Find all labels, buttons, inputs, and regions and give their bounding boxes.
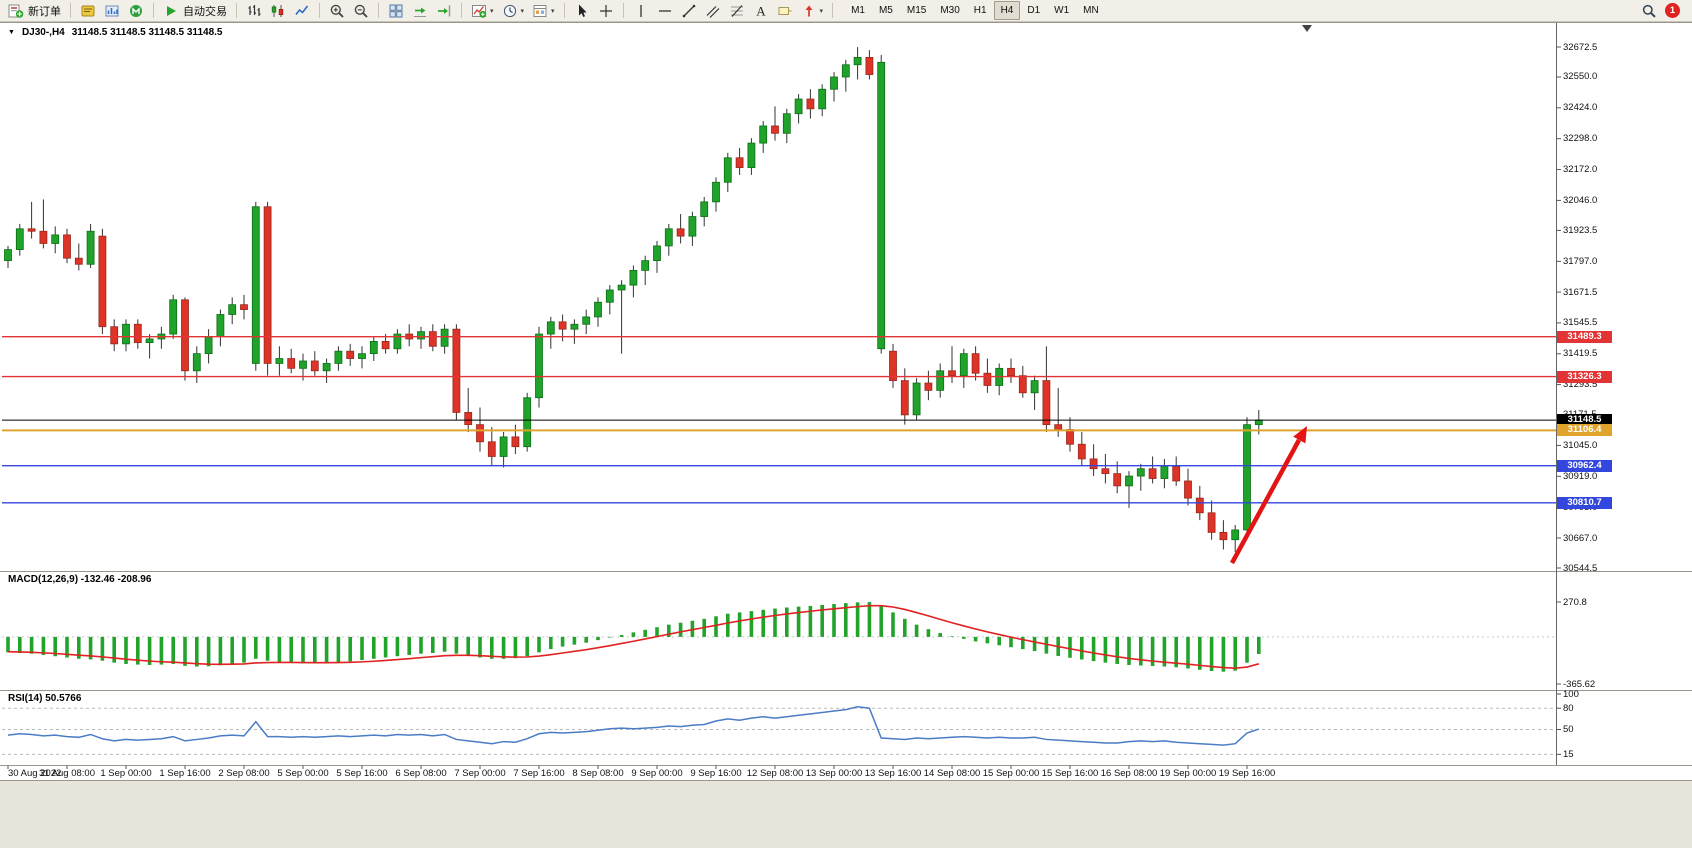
indicators-button[interactable]: ▾ bbox=[468, 1, 497, 21]
templates-button[interactable]: ▾ bbox=[529, 1, 558, 21]
chart-shift-icon bbox=[438, 5, 451, 16]
toolbar-separator bbox=[378, 3, 379, 18]
macd-signal-line bbox=[7, 604, 1260, 670]
autotrading-icon bbox=[167, 5, 176, 16]
toolbar-separator bbox=[70, 3, 71, 18]
strategy-tester-icon bbox=[105, 5, 119, 16]
fibonacci-button[interactable] bbox=[726, 1, 748, 21]
equidistant-channel-icon bbox=[706, 5, 719, 18]
macd-histogram bbox=[6, 602, 1261, 672]
timeframe-M5[interactable]: M5 bbox=[878, 5, 893, 16]
text-label-icon bbox=[778, 6, 792, 15]
candles-layer bbox=[4, 47, 1263, 552]
toolbar-separator bbox=[832, 3, 834, 18]
indicators-dropdown-caret[interactable]: ▾ bbox=[490, 7, 494, 15]
vertical-line-icon bbox=[639, 4, 642, 17]
templates-icon bbox=[533, 4, 547, 17]
periods-dropdown-caret[interactable]: ▾ bbox=[520, 7, 525, 15]
auto-scroll-icon bbox=[414, 7, 426, 17]
candlestick-chart-button[interactable] bbox=[267, 1, 289, 21]
toolbar-separator bbox=[461, 3, 462, 18]
metaeditor-icon bbox=[81, 5, 95, 16]
bar-chart-button[interactable] bbox=[243, 1, 265, 21]
new-order-label: 新订单 bbox=[28, 5, 61, 18]
trendline-button[interactable] bbox=[678, 1, 700, 21]
tile-windows-icon bbox=[389, 4, 403, 17]
timeframe-group: M1 M5 M15 M30 H1 H4 D1 W1 MN bbox=[844, 1, 1106, 20]
search-icon bbox=[1642, 4, 1656, 18]
toolbar-separator bbox=[319, 3, 320, 18]
toolbar-separator bbox=[153, 3, 154, 18]
toolbar-separator bbox=[563, 3, 565, 18]
timeframe-M15[interactable]: M15 bbox=[906, 5, 927, 16]
line-chart-button[interactable] bbox=[291, 1, 313, 21]
text-label-button[interactable] bbox=[774, 1, 796, 21]
horizontal-line-button[interactable] bbox=[654, 1, 676, 21]
auto-scroll-button[interactable] bbox=[409, 1, 431, 21]
periods-icon bbox=[503, 4, 516, 17]
templates-dropdown-caret[interactable]: ▾ bbox=[551, 7, 555, 15]
strategy-tester-button[interactable] bbox=[101, 1, 123, 21]
candlestick-chart-icon bbox=[271, 4, 284, 17]
autotrading-button[interactable]: 自动交易 bbox=[160, 1, 230, 21]
chart-window bbox=[0, 23, 1692, 781]
channel-button[interactable] bbox=[702, 1, 724, 21]
zoom-in-icon bbox=[330, 4, 344, 18]
indicators-icon bbox=[472, 4, 487, 18]
notification-badge[interactable]: 1 bbox=[1665, 3, 1680, 18]
timeframe-W1[interactable]: W1 bbox=[1054, 5, 1070, 16]
vertical-line-button[interactable] bbox=[630, 1, 652, 21]
arrows-icon bbox=[805, 5, 813, 16]
line-chart-icon bbox=[295, 5, 309, 15]
arrows-button[interactable]: ▾ bbox=[798, 1, 827, 21]
trend-arrow-annotation[interactable] bbox=[1230, 426, 1307, 565]
fibonacci-icon bbox=[730, 4, 743, 17]
zoom-out-icon bbox=[354, 4, 368, 18]
timeframe-H4[interactable]: H4 bbox=[993, 1, 1021, 20]
bars-chart-icon bbox=[248, 4, 261, 16]
chart-shift-marker[interactable] bbox=[1302, 25, 1312, 32]
timeframe-H1[interactable]: H1 bbox=[973, 5, 987, 16]
rsi-levels bbox=[2, 707, 1556, 755]
chart-shift-button[interactable] bbox=[433, 1, 455, 21]
tile-windows-button[interactable] bbox=[385, 1, 407, 21]
cursor-button[interactable] bbox=[571, 1, 593, 21]
metaeditor-button[interactable] bbox=[77, 1, 99, 21]
trendline-icon bbox=[682, 4, 695, 17]
zoom-in-button[interactable] bbox=[326, 1, 348, 21]
text-icon: A bbox=[756, 3, 766, 18]
zoom-out-button[interactable] bbox=[350, 1, 372, 21]
arrows-dropdown-caret[interactable]: ▾ bbox=[819, 7, 824, 15]
mql-button[interactable] bbox=[125, 1, 147, 21]
toolbar: 新订单 自动交易 ▾ ▾ ▾ A ▾ M1 M5 M15 M30 H1 H4 D1 W1 MN 1 bbox=[0, 0, 1692, 22]
cursor-icon bbox=[578, 4, 587, 17]
new-order-button[interactable]: 新订单 bbox=[5, 1, 64, 21]
svg-text:A: A bbox=[756, 3, 766, 18]
toolbar-separator bbox=[622, 3, 624, 18]
new-order-icon bbox=[8, 4, 24, 18]
mql-icon bbox=[130, 4, 142, 17]
timeframe-MN[interactable]: MN bbox=[1083, 5, 1099, 16]
crosshair-icon bbox=[599, 4, 612, 17]
toolbar-separator bbox=[236, 3, 237, 18]
horizontal-line-icon bbox=[658, 9, 671, 12]
search-button[interactable] bbox=[1638, 1, 1660, 21]
text-button[interactable]: A bbox=[750, 1, 772, 21]
crosshair-button[interactable] bbox=[595, 1, 617, 21]
autotrading-label: 自动交易 bbox=[183, 5, 227, 18]
panel-frame bbox=[0, 22, 1692, 781]
rsi-line bbox=[7, 706, 1260, 746]
timeframe-M30[interactable]: M30 bbox=[940, 5, 960, 16]
timeframe-M1[interactable]: M1 bbox=[851, 5, 865, 16]
timeframe-D1[interactable]: D1 bbox=[1027, 5, 1041, 16]
periods-button[interactable]: ▾ bbox=[499, 1, 528, 21]
